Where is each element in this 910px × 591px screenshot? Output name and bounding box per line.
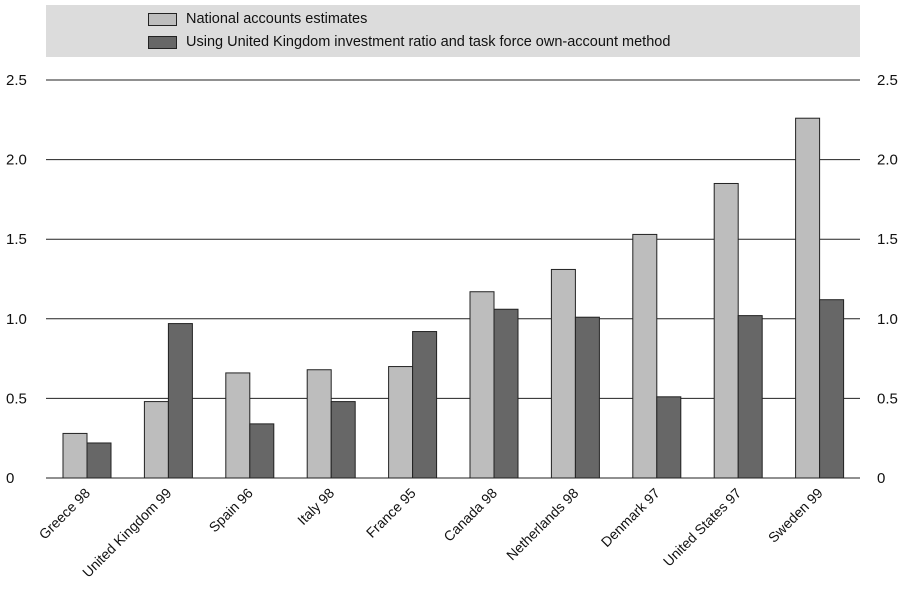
y-tick-label-left: 2.5 (6, 72, 27, 89)
y-tick-label-left: 0 (6, 470, 14, 487)
x-category-label: Spain 96 (206, 485, 257, 536)
legend-label-national-accounts: National accounts estimates (186, 11, 368, 27)
bar-uk-ratio-method (819, 299, 845, 479)
y-tick-label-right: 0 (877, 470, 885, 487)
legend-item-uk-ratio-method: Using United Kingdom investment ratio an… (148, 34, 670, 50)
y-tick-label-right: 1.5 (877, 231, 898, 248)
bar-uk-ratio-method (493, 308, 519, 479)
x-category-label: Greece 98 (36, 485, 94, 543)
legend-label-uk-ratio-method: Using United Kingdom investment ratio an… (186, 34, 671, 50)
legend-swatch-national-accounts (148, 12, 177, 26)
bar-national-accounts (225, 372, 251, 479)
legend: National accounts estimates Using United… (46, 5, 860, 57)
legend-item-national-accounts: National accounts estimates (148, 11, 367, 27)
bar-national-accounts (388, 366, 414, 479)
legend-swatch-uk-ratio-method (148, 35, 177, 49)
y-tick-label-right: 2.5 (877, 72, 898, 89)
bar-uk-ratio-method (737, 315, 763, 479)
y-tick-label-left: 2.0 (6, 152, 27, 169)
bar-uk-ratio-method (167, 323, 193, 479)
bar-national-accounts (306, 369, 332, 479)
x-category-label: United States 97 (660, 485, 745, 570)
x-category-label: Canada 98 (440, 485, 500, 545)
bar-uk-ratio-method (574, 316, 600, 479)
bar-uk-ratio-method (86, 442, 112, 479)
y-tick-label-right: 1.0 (877, 311, 898, 328)
y-tick-label-right: 0.5 (877, 390, 898, 407)
bar-national-accounts (143, 401, 169, 479)
x-category-label: Denmark 97 (598, 485, 663, 550)
bar-national-accounts (632, 233, 658, 479)
bar-national-accounts (713, 182, 739, 479)
x-category-label: Netherlands 98 (503, 485, 582, 564)
y-tick-label-left: 1.0 (6, 311, 27, 328)
bar-uk-ratio-method (412, 331, 438, 479)
bar-national-accounts (795, 117, 821, 479)
bar-national-accounts (550, 268, 576, 479)
y-tick-label-right: 2.0 (877, 152, 898, 169)
bar-uk-ratio-method (249, 423, 275, 479)
bar-uk-ratio-method (330, 401, 356, 479)
x-category-label: France 95 (363, 485, 419, 541)
bar-national-accounts (469, 291, 495, 479)
x-category-label: Sweden 99 (765, 485, 826, 546)
y-tick-label-left: 1.5 (6, 231, 27, 248)
bar-national-accounts (62, 432, 88, 479)
x-category-label: United Kingdom 99 (79, 485, 175, 581)
bar-uk-ratio-method (656, 396, 682, 479)
x-category-label: Italy 98 (294, 485, 337, 528)
y-tick-label-left: 0.5 (6, 390, 27, 407)
